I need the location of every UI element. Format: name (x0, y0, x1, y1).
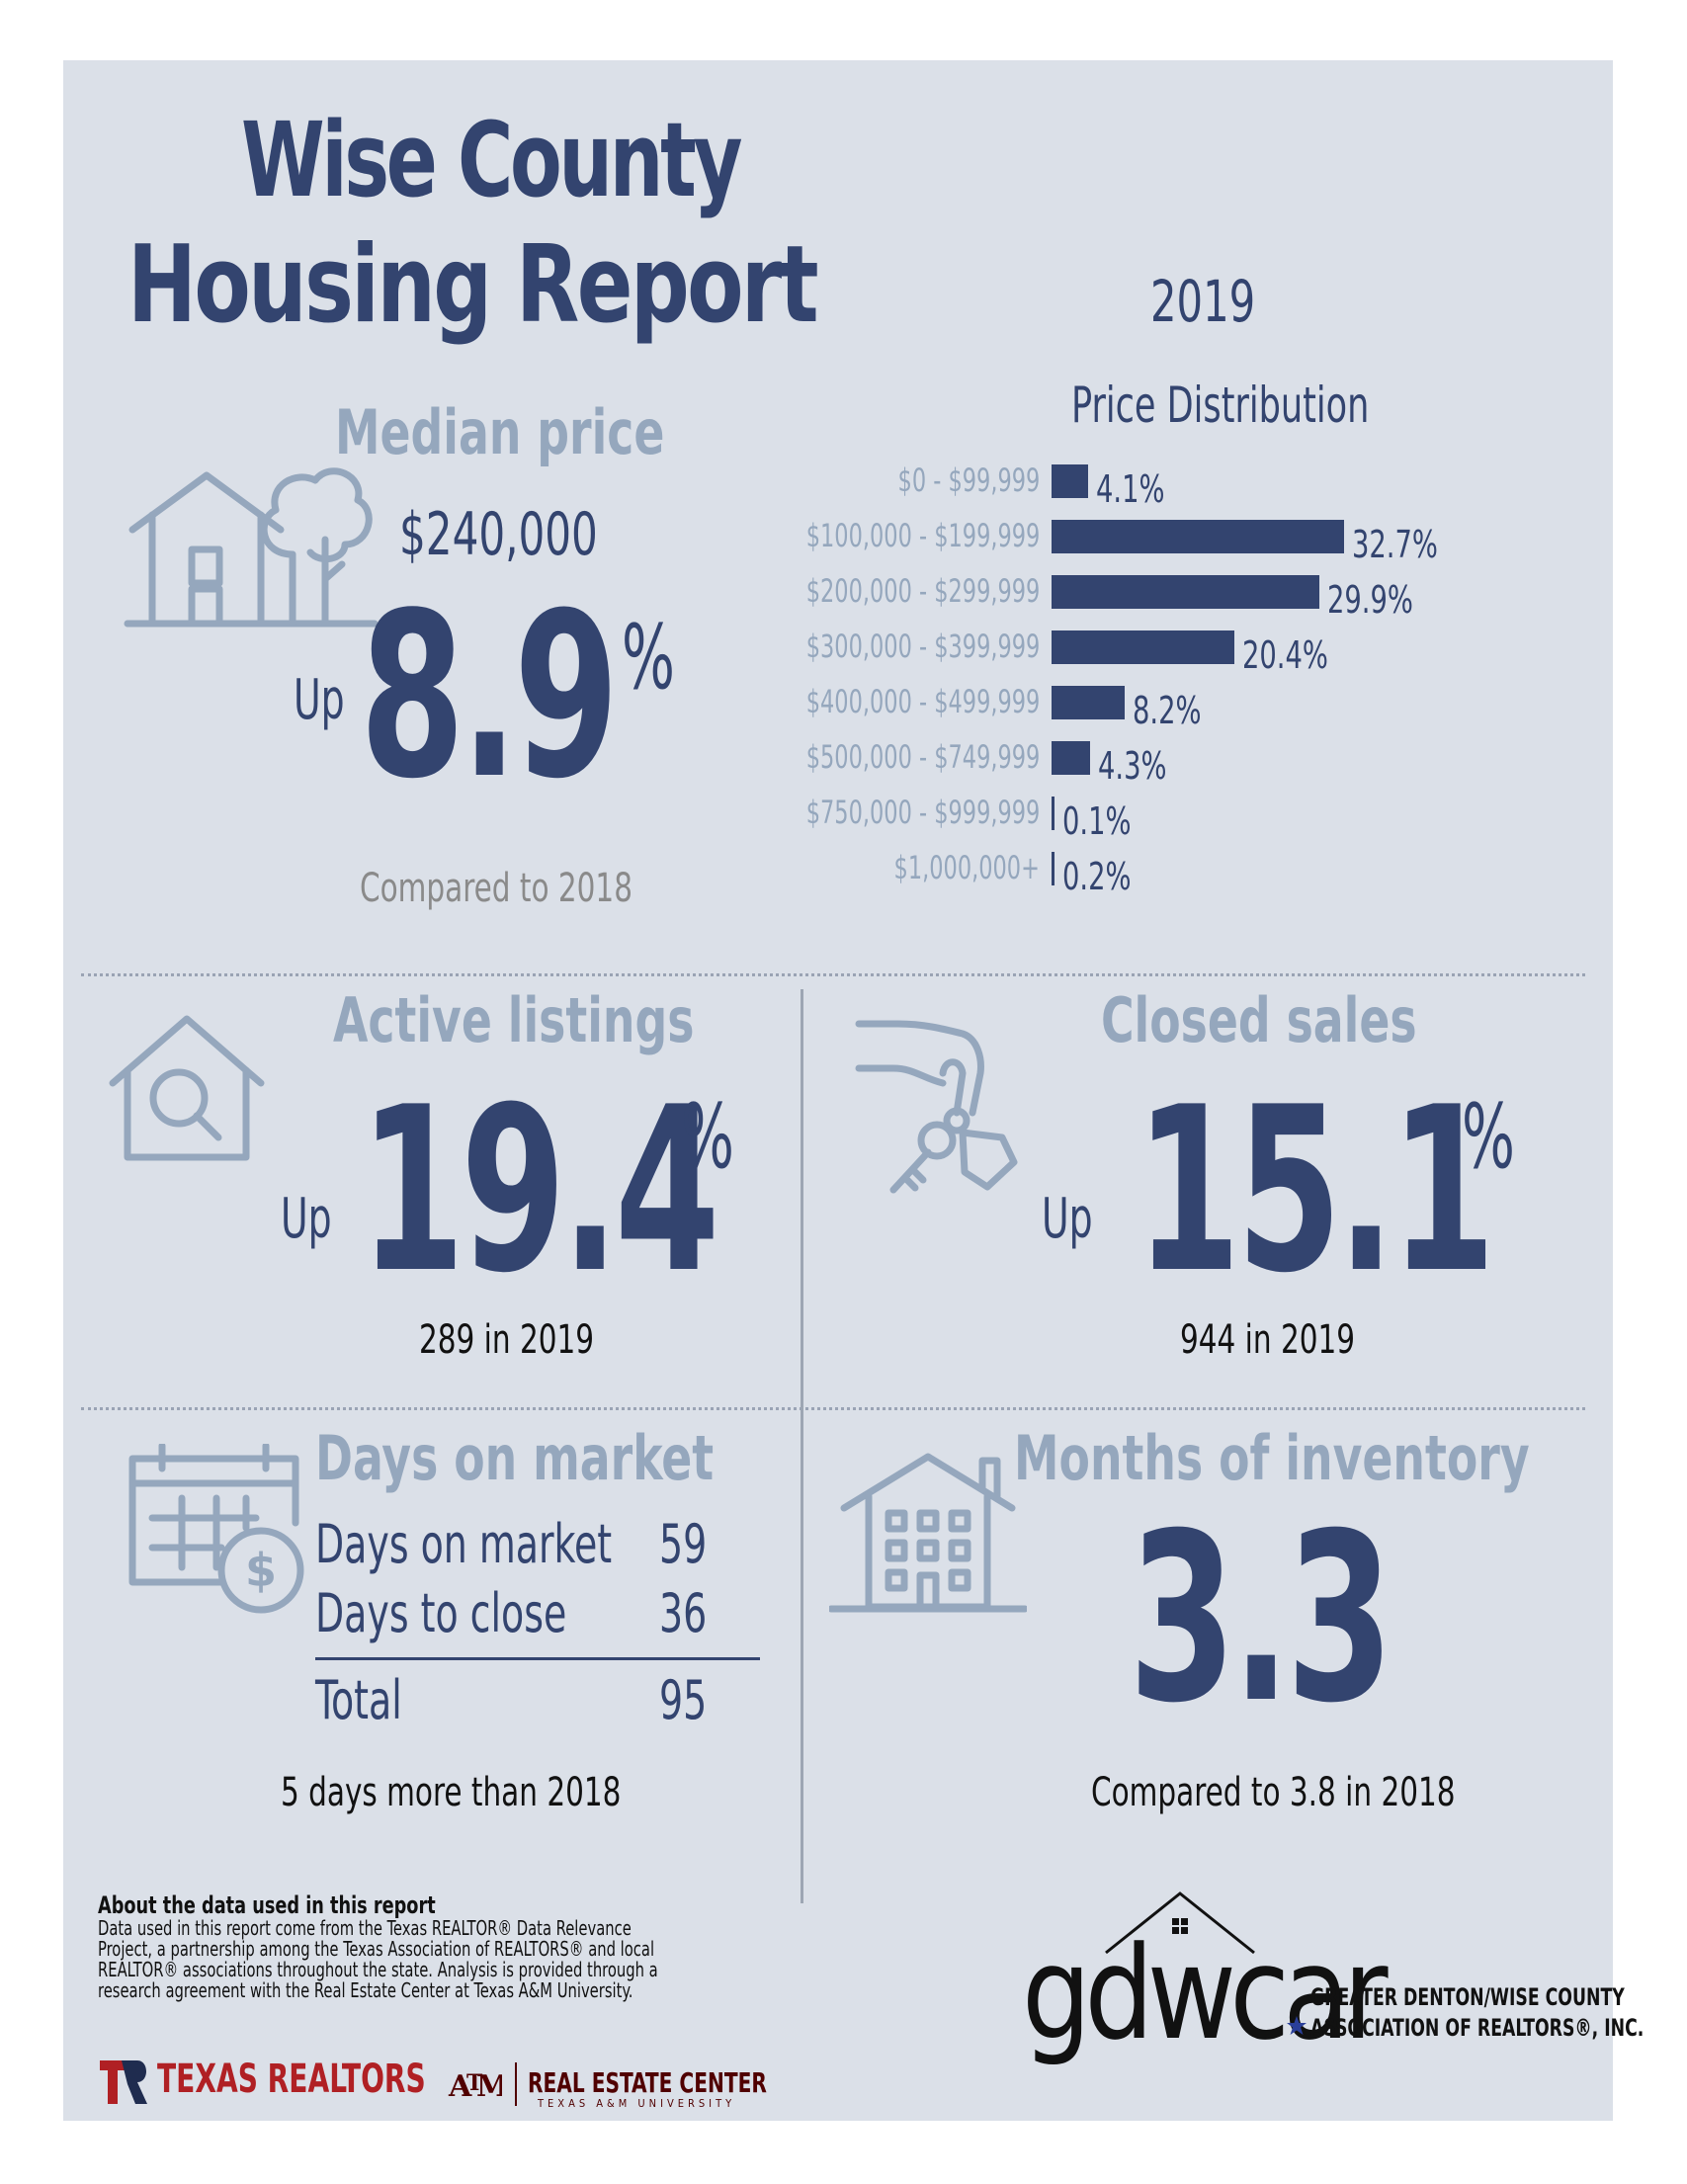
price-bar (1052, 797, 1054, 830)
price-bar-value: 0.2% (1062, 855, 1132, 898)
price-bar-value: 29.9% (1326, 578, 1413, 622)
house-search-icon (109, 1015, 265, 1161)
price-row-label: $300,000 - $399,999 (805, 628, 1040, 665)
price-row: $400,000 - $499,999 8.2% (805, 682, 1575, 731)
title-county: Wise County (241, 100, 743, 220)
active-listings-heading: Active listings (333, 984, 695, 1056)
dom-total-rule (315, 1657, 760, 1660)
svg-text:$: $ (245, 1544, 277, 1597)
months-inventory-comparison: Compared to 3.8 in 2018 (1091, 1770, 1456, 1815)
price-bar (1052, 852, 1054, 885)
about-data-heading: About the data used in this report (98, 1891, 436, 1919)
days-on-market-heading: Days on market (315, 1422, 715, 1494)
price-row-label: $1,000,000+ (893, 849, 1040, 886)
active-change: 19.4 (360, 1059, 719, 1323)
closed-sales-heading: Closed sales (1101, 984, 1417, 1056)
price-bar-value: 4.1% (1096, 467, 1165, 511)
about-data-text: Data used in this report come from the T… (98, 1916, 658, 2002)
median-comparison: Compared to 2018 (360, 866, 633, 911)
dom-row-value: 59 (659, 1513, 708, 1575)
svg-text:T: T (466, 2070, 483, 2096)
months-inventory-heading: Months of inventory (1014, 1422, 1530, 1494)
svg-text:A: A (448, 2069, 472, 2104)
active-detail: 289 in 2019 (419, 1317, 595, 1363)
star-icon (1287, 2016, 1307, 2035)
texas-realtors-mark-icon (100, 2060, 147, 2104)
price-row: $500,000 - $749,999 4.3% (805, 737, 1575, 787)
price-bar (1052, 575, 1319, 609)
closed-detail: 944 in 2019 (1180, 1317, 1356, 1363)
gdwcar-logo-word: gdwcar (1022, 1918, 1389, 2068)
active-percent-sign: % (681, 1085, 734, 1189)
price-row-label: $500,000 - $749,999 (805, 738, 1040, 776)
price-row-label: $0 - $99,999 (897, 462, 1040, 499)
median-price-value: $240,000 (399, 500, 598, 569)
dom-comparison: 5 days more than 2018 (281, 1770, 622, 1815)
price-bar-value: 8.2% (1133, 689, 1202, 732)
title-report: Housing Report (127, 223, 819, 347)
price-bar (1052, 741, 1090, 775)
gdwcar-name-line2: ASSOCIATION OF REALTORS®, INC. (1310, 2014, 1645, 2042)
active-direction: Up (281, 1187, 332, 1251)
median-change: 8.9 (360, 565, 619, 829)
price-bar-value: 20.4% (1241, 633, 1328, 677)
price-bar (1052, 630, 1234, 664)
price-bar-value: 32.7% (1352, 523, 1438, 566)
dom-row-value: 36 (659, 1582, 708, 1644)
price-bar (1052, 686, 1126, 719)
dom-row-days-to-close: Days to close 36 (315, 1582, 750, 1644)
report-year: 2019 (1150, 268, 1256, 335)
price-bar (1052, 464, 1089, 498)
house-tree-icon (124, 467, 379, 628)
hand-keys-icon (855, 1020, 1018, 1194)
dom-row-label: Days to close (315, 1582, 567, 1644)
price-bar-value: 0.1% (1062, 799, 1132, 843)
svg-text:M: M (476, 2069, 502, 2104)
real-estate-center-logo: REAL ESTATE CENTER (528, 2066, 767, 2099)
dom-row-days-on-market: Days on market 59 (315, 1513, 750, 1575)
divider-top (81, 973, 1585, 976)
texas-am-logo-icon: A T M (448, 2069, 502, 2104)
dom-total-value: 95 (659, 1669, 708, 1731)
median-percent-sign: % (622, 606, 675, 710)
price-row: $1,000,000+ 0.2% (824, 848, 1575, 897)
gdwcar-organization-name: GREATER DENTON/WISE COUNTY ASSOCIATION O… (1310, 1982, 1644, 2044)
price-row-label: $200,000 - $299,999 (805, 572, 1040, 610)
gdwcar-name-line1: GREATER DENTON/WISE COUNTY (1310, 1983, 1625, 2011)
price-distribution-title: Price Distribution (1071, 377, 1370, 434)
texas-realtors-logo: TEXAS REALTORS (157, 2057, 426, 2102)
price-row: $100,000 - $199,999 32.7% (805, 516, 1575, 565)
calendar-dollar-icon: $ (128, 1444, 304, 1614)
price-bar (1052, 520, 1344, 553)
months-inventory-value: 3.3 (1129, 1484, 1393, 1754)
dom-row-label: Days on market (315, 1513, 613, 1575)
price-row-label: $100,000 - $199,999 (805, 517, 1040, 554)
divider-middle (81, 1407, 1585, 1410)
apartment-building-icon (829, 1453, 1027, 1613)
price-row: $300,000 - $399,999 20.4% (805, 627, 1575, 676)
report-panel: Wise County Housing Report 2019 Median p… (63, 60, 1644, 2121)
divider-vertical (801, 989, 803, 1903)
dom-total-label: Total (315, 1669, 402, 1731)
median-price-heading: Median price (335, 396, 665, 468)
price-row-label: $750,000 - $999,999 (805, 794, 1040, 831)
gdwcar-roof-icon (1105, 1891, 1255, 1955)
price-row: $750,000 - $999,999 0.1% (805, 793, 1575, 842)
closed-change: 15.1 (1136, 1059, 1495, 1323)
price-bar-value: 4.3% (1097, 744, 1167, 788)
closed-percent-sign: % (1462, 1085, 1515, 1189)
price-row-label: $400,000 - $499,999 (805, 683, 1040, 720)
rec-divider (515, 2062, 517, 2106)
dom-row-total: Total 95 (315, 1669, 750, 1731)
price-row: $200,000 - $299,999 29.9% (805, 571, 1575, 621)
median-direction: Up (294, 668, 345, 732)
price-row: $0 - $99,999 4.1% (824, 461, 1575, 510)
real-estate-center-subtitle: TEXAS A&M UNIVERSITY (538, 2097, 736, 2110)
closed-direction: Up (1042, 1187, 1093, 1251)
